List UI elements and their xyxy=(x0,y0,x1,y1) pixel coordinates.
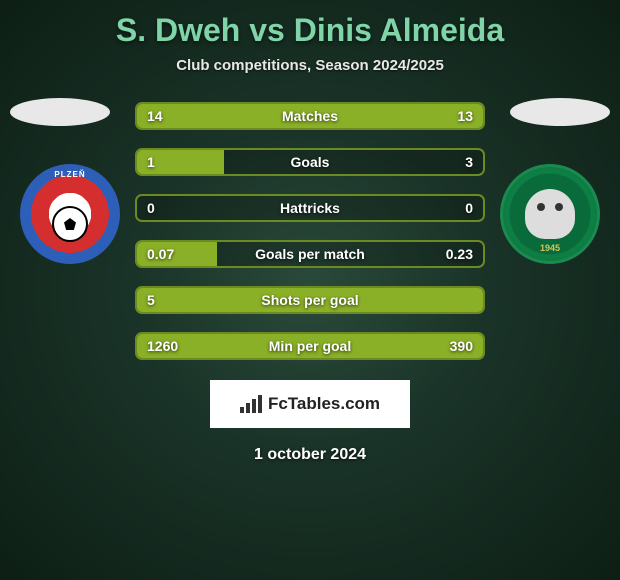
stat-label: Hattricks xyxy=(280,200,340,216)
stat-value-right: 0.23 xyxy=(446,246,473,262)
date-label: 1 october 2024 xyxy=(0,446,620,464)
stat-value-right: 390 xyxy=(450,338,473,354)
stat-value-left: 1260 xyxy=(147,338,178,354)
team-crest-right: 1945 xyxy=(500,164,600,264)
stat-label: Matches xyxy=(282,108,338,124)
stat-label: Min per goal xyxy=(269,338,351,354)
crest-left-text: PLZEŇ xyxy=(54,170,85,179)
stat-value-right: 3 xyxy=(465,154,473,170)
stat-value-left: 5 xyxy=(147,292,155,308)
crest-right-year: 1945 xyxy=(540,243,560,253)
shadow-ellipse-right xyxy=(510,98,610,126)
stat-row: 0 Hattricks 0 xyxy=(135,194,485,222)
stat-row: 5 Shots per goal xyxy=(135,286,485,314)
stat-value-left: 0 xyxy=(147,200,155,216)
stat-label: Goals xyxy=(291,154,330,170)
stat-row: 14 Matches 13 xyxy=(135,102,485,130)
stat-row: 0.07 Goals per match 0.23 xyxy=(135,240,485,268)
stat-value-right: 13 xyxy=(457,108,473,124)
soccer-ball-icon xyxy=(52,206,88,242)
stat-value-left: 14 xyxy=(147,108,163,124)
stat-row: 1 Goals 3 xyxy=(135,148,485,176)
stat-label: Goals per match xyxy=(255,246,365,262)
shadow-ellipse-left xyxy=(10,98,110,126)
subtitle: Club competitions, Season 2024/2025 xyxy=(0,57,620,74)
stat-value-left: 1 xyxy=(147,154,155,170)
page-title: S. Dweh vs Dinis Almeida xyxy=(0,0,620,49)
eagle-icon xyxy=(525,189,575,239)
stat-value-left: 0.07 xyxy=(147,246,174,262)
fctables-logo: FcTables.com xyxy=(210,380,410,428)
comparison-content: PLZEŇ 1945 14Matches131Goals30Hattricks0… xyxy=(0,102,620,360)
stats-bars: 14 Matches 13 1 Goals 3 0 Hattricks 0 0.07 Goals p… xyxy=(135,102,485,360)
stat-row: 1260 Min per goal 390 xyxy=(135,332,485,360)
team-crest-left: PLZEŇ xyxy=(20,164,120,264)
stat-label: Shots per goal xyxy=(261,292,358,308)
logo-text: FcTables.com xyxy=(268,394,380,414)
bar-chart-icon xyxy=(240,395,262,413)
stat-value-right: 0 xyxy=(465,200,473,216)
